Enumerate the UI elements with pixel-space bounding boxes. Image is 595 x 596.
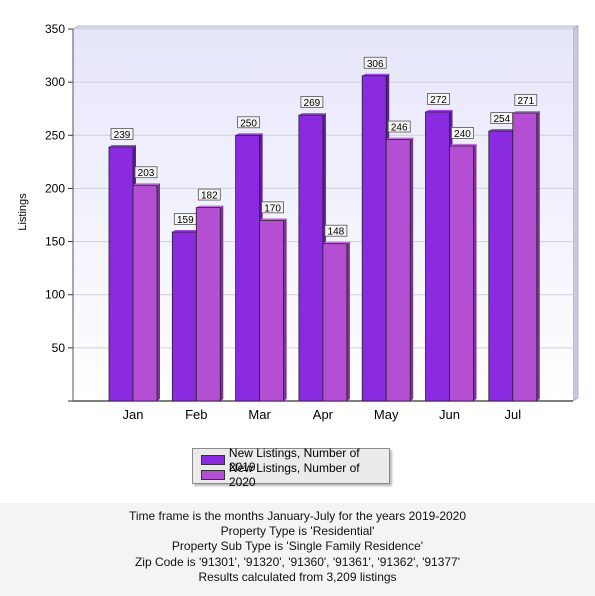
bar-depth-1 xyxy=(283,218,287,401)
bar-may-2020 xyxy=(385,139,411,402)
data-label-box xyxy=(261,201,285,214)
y-tick-label: 350 xyxy=(45,22,65,36)
bar-apr-2019 xyxy=(298,114,324,402)
y-tick-label: 250 xyxy=(45,128,65,142)
bar-top-1 xyxy=(133,183,160,186)
bar-top-1 xyxy=(449,143,477,146)
bar-depth-1 xyxy=(157,183,160,401)
bar-apr-2020 xyxy=(322,243,348,402)
bar-depth-1 xyxy=(410,137,414,401)
data-label-box xyxy=(427,93,450,105)
criteria-property-type: Property Type is 'Residential' xyxy=(220,524,375,539)
y-tick-label: 200 xyxy=(45,181,65,195)
data-label: 246 xyxy=(391,123,408,134)
data-label-box xyxy=(363,56,387,69)
plot-depth-right xyxy=(572,25,579,402)
bar-mar-2019 xyxy=(235,134,261,402)
bar-top-1 xyxy=(196,205,224,208)
data-label: 239 xyxy=(114,130,131,141)
data-label-box xyxy=(237,116,261,129)
bar-feb-2020 xyxy=(195,207,221,402)
data-label-box xyxy=(387,120,411,133)
bar-depth-1 xyxy=(536,110,540,402)
x-tick-label-jan: Jan xyxy=(123,407,144,422)
data-label: 306 xyxy=(367,59,384,70)
bar-feb-2019 xyxy=(171,231,197,402)
bar-top-0 xyxy=(172,230,200,233)
bar-top-0 xyxy=(298,113,326,116)
data-label-box xyxy=(451,127,474,139)
x-tick-label-feb: Feb xyxy=(185,407,207,422)
data-label: 254 xyxy=(493,114,510,125)
y-tick-label: 50 xyxy=(52,341,66,355)
x-tick-label-jul: Jul xyxy=(504,407,521,422)
chart-legend: New Listings, Number of 2019 New Listing… xyxy=(192,446,390,489)
bar-mar-2020 xyxy=(259,219,285,402)
data-label: 182 xyxy=(201,191,218,202)
chart-area: 50 100 150 200 250 300 350 Listings 239 203 Jan 159… xyxy=(0,0,595,503)
bar-top-1 xyxy=(512,110,540,113)
data-label: 148 xyxy=(328,227,345,238)
bar-jun-2020 xyxy=(449,145,474,402)
x-tick-label-jun: Jun xyxy=(439,407,460,422)
bar-jan-2019 xyxy=(108,146,134,402)
bar-jan-2020 xyxy=(132,184,158,402)
legend-swatch-2020 xyxy=(201,469,225,480)
data-label: 203 xyxy=(138,168,155,179)
criteria-result-count: Results calculated from 3,209 listings xyxy=(198,569,397,584)
bar-chart: 50 100 150 200 250 300 350 Listings 239 203 Jan 159… xyxy=(17,22,580,422)
x-tick-label-apr: Apr xyxy=(313,407,334,422)
criteria-property-sub-type: Property Sub Type is 'Single Family Resi… xyxy=(171,539,424,554)
bar-jul-2020 xyxy=(512,112,538,402)
bar-top-0 xyxy=(488,129,516,132)
data-label: 272 xyxy=(430,95,447,106)
legend-item-2020: New Listings, Number of 2020 xyxy=(201,461,389,489)
x-tick-label-mar: Mar xyxy=(248,407,271,422)
criteria-time-frame: Time frame is the months January-July fo… xyxy=(128,509,467,523)
x-tick-label-may: May xyxy=(374,407,399,422)
data-label: 170 xyxy=(264,203,281,214)
bar-top-0 xyxy=(235,133,263,136)
bar-top-1 xyxy=(259,218,287,221)
legend-label-2019: New Listings, Number of 2019 xyxy=(228,445,360,474)
data-label-box xyxy=(324,224,348,237)
legend-item-2019: New Listings, Number of 2019 xyxy=(201,446,389,474)
bar-depth-1 xyxy=(346,241,350,401)
data-label-box xyxy=(110,128,134,140)
data-label: 269 xyxy=(304,98,321,109)
y-axis-title: Listings xyxy=(17,193,29,231)
data-label: 159 xyxy=(177,215,194,226)
bar-depth-1 xyxy=(220,205,224,401)
criteria-zip-codes: Zip Code is '91301', '91320', '91360', '… xyxy=(134,554,461,569)
data-label-box xyxy=(514,94,538,106)
bar-top-1 xyxy=(322,241,350,244)
bar-may-2019 xyxy=(361,75,387,402)
y-tick-label: 100 xyxy=(45,288,65,302)
bar-top-1 xyxy=(386,137,414,140)
bar-jul-2019 xyxy=(488,130,514,402)
legend-swatch-2019 xyxy=(201,454,225,465)
bar-jun-2019 xyxy=(425,111,450,402)
legend-label-2020: New Listings, Number of 2020 xyxy=(228,460,360,489)
data-label: 250 xyxy=(240,118,257,129)
bar-top-0 xyxy=(362,73,390,76)
bar-top-0 xyxy=(109,144,136,147)
y-tick-label: 150 xyxy=(45,235,65,249)
report-criteria: Time frame is the months January-July fo… xyxy=(0,509,595,585)
y-tick-label: 300 xyxy=(45,75,65,89)
bar-depth-1 xyxy=(473,143,477,401)
data-label-box xyxy=(197,188,221,201)
data-label-box xyxy=(134,166,158,179)
data-label: 271 xyxy=(517,96,534,107)
bar-top-0 xyxy=(425,109,453,112)
data-label: 240 xyxy=(454,129,471,140)
data-label-box xyxy=(300,96,324,108)
